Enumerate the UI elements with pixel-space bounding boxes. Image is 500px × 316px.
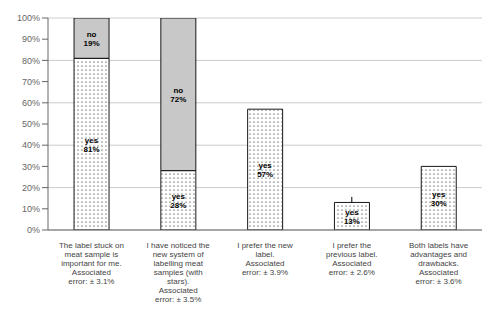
svg-text:yes57%: yes57%	[257, 161, 273, 179]
svg-text:0%: 0%	[27, 225, 40, 235]
svg-text:yes30%: yes30%	[431, 189, 447, 207]
svg-text:10%: 10%	[22, 204, 40, 214]
svg-text:no72%: no72%	[170, 85, 186, 103]
svg-text:40%: 40%	[22, 140, 40, 150]
svg-text:80%: 80%	[22, 56, 40, 66]
svg-text:yes13%: yes13%	[344, 207, 360, 225]
svg-text:20%: 20%	[22, 183, 40, 193]
svg-text:100%: 100%	[17, 13, 40, 23]
svg-text:I prefer theprevious label.Ass: I prefer theprevious label.Associatederr…	[326, 241, 378, 277]
svg-text:60%: 60%	[22, 98, 40, 108]
svg-text:yes28%: yes28%	[170, 191, 186, 209]
svg-text:90%: 90%	[22, 34, 40, 44]
svg-text:70%: 70%	[22, 77, 40, 87]
svg-text:Both labels haveadvantages and: Both labels haveadvantages anddrawbacks.…	[409, 241, 469, 286]
svg-text:I have noticed thenew system o: I have noticed thenew system oflabelling…	[147, 241, 211, 304]
svg-text:I prefer the newlabel.Associat: I prefer the newlabel.Associatederror: ±…	[237, 241, 293, 277]
svg-text:yes81%: yes81%	[84, 135, 100, 153]
svg-text:30%: 30%	[22, 162, 40, 172]
svg-text:The label stuck onmeat sample: The label stuck onmeat sample isimportan…	[59, 241, 124, 286]
svg-text:50%: 50%	[22, 119, 40, 129]
svg-text:no19%: no19%	[84, 29, 100, 47]
